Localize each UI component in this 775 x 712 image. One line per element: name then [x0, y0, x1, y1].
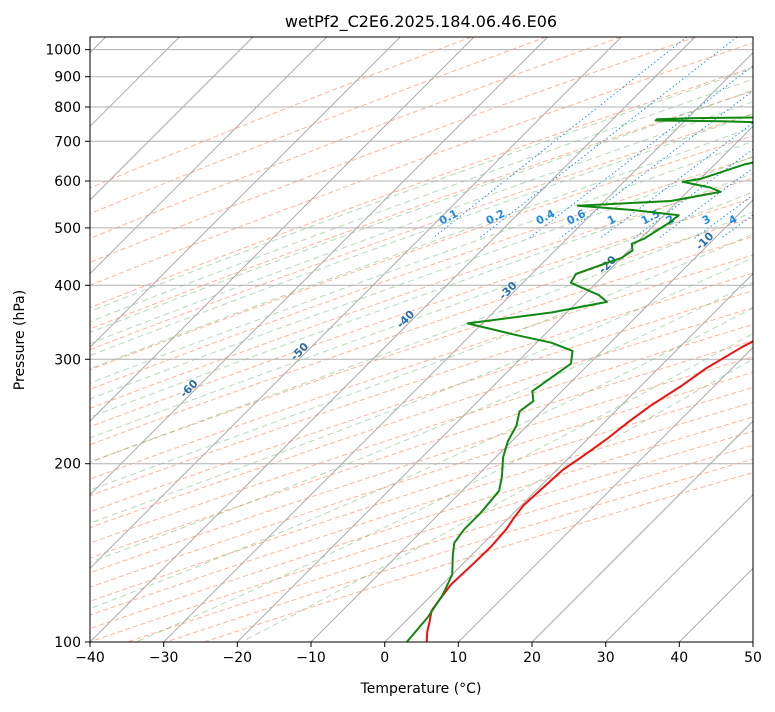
x-tick-label: −30	[149, 650, 179, 666]
isotherm-line	[16, 37, 621, 642]
dry-adiabat	[51, 37, 775, 642]
dry-adiabat	[166, 37, 775, 642]
y-tick-label: 800	[54, 100, 81, 116]
isotherm-label: -70	[61, 420, 84, 443]
x-tick-label: 30	[597, 650, 615, 666]
isotherm-label: -60	[177, 377, 200, 400]
isotherm-line	[90, 37, 695, 642]
x-tick-label: 10	[449, 650, 467, 666]
line-labels: 0.10.20.40.611.52346810131620253036-100-…	[0, 67, 775, 648]
mixing-ratio-label: 1	[605, 212, 618, 227]
isotherm-label: -10	[693, 229, 716, 252]
y-tick-label: 100	[54, 635, 81, 651]
isotherm-line	[458, 37, 775, 642]
mixing-ratio-line	[694, 37, 775, 238]
y-axis-label: Pressure (hPa)	[12, 290, 28, 390]
dry-adiabat	[0, 37, 696, 642]
mixing-ratio-line	[760, 37, 775, 238]
isotherm-line	[164, 37, 769, 642]
y-tick-label: 200	[54, 457, 81, 473]
mixing-ratio-label: 0.6	[565, 207, 589, 228]
y-tick-label: 900	[54, 70, 81, 86]
temperature-profile-line	[427, 117, 775, 642]
plot-frame	[90, 37, 753, 642]
isotherm-label: -40	[394, 308, 417, 331]
mixing-ratio-label: 0.1	[437, 207, 460, 228]
mixing-ratio-label: 0.4	[534, 207, 558, 228]
isotherm-line	[0, 37, 253, 642]
isotherm-line	[606, 37, 775, 642]
y-tick-label: 300	[54, 352, 81, 368]
dry-adiabat	[0, 37, 546, 642]
y-tick-label: 700	[54, 134, 81, 150]
x-tick-label: 20	[523, 650, 541, 666]
y-tick-label: 600	[54, 174, 81, 190]
x-axis-label: Temperature (°C)	[360, 681, 482, 697]
chart-title: wetPf2_C2E6.2025.184.06.46.E06	[285, 12, 557, 32]
mixing-ratio-label: 0.2	[484, 207, 507, 228]
moist-adiabat	[3, 37, 775, 642]
y-axis: 100 200 300 400 500 600 700 800 900 1000	[45, 43, 90, 651]
y-tick-label: 400	[54, 278, 81, 294]
background-lines	[0, 37, 775, 642]
isotherm-line	[385, 37, 775, 642]
mixing-ratio-label: 6	[765, 212, 775, 227]
moist-adiabat	[136, 37, 775, 642]
isotherm-line	[753, 37, 775, 642]
x-tick-label: −40	[75, 650, 105, 666]
x-tick-label: 50	[744, 650, 762, 666]
isotherm-line	[0, 37, 400, 642]
x-tick-label: 40	[670, 650, 688, 666]
dry-adiabat	[204, 37, 775, 642]
mixing-ratio-label: 3	[700, 212, 713, 227]
x-tick-label: 0	[380, 650, 389, 666]
isotherm-line	[679, 37, 775, 642]
x-axis: −40 −30 −20 −10 0 10 20 30 40 50	[75, 642, 762, 666]
dry-adiabat	[0, 37, 621, 642]
x-tick-label: −10	[296, 650, 326, 666]
dry-adiabat	[13, 37, 775, 642]
isotherm-line	[237, 37, 775, 642]
x-tick-label: −20	[223, 650, 253, 666]
mixing-ratio-line	[658, 37, 775, 238]
y-tick-label: 1000	[45, 43, 81, 59]
mixing-ratio-label: 1.5	[639, 207, 662, 228]
y-tick-label: 500	[54, 221, 81, 237]
dry-adiabat	[0, 37, 775, 642]
isotherm-line	[532, 37, 775, 642]
mixing-ratio-line	[433, 37, 687, 238]
